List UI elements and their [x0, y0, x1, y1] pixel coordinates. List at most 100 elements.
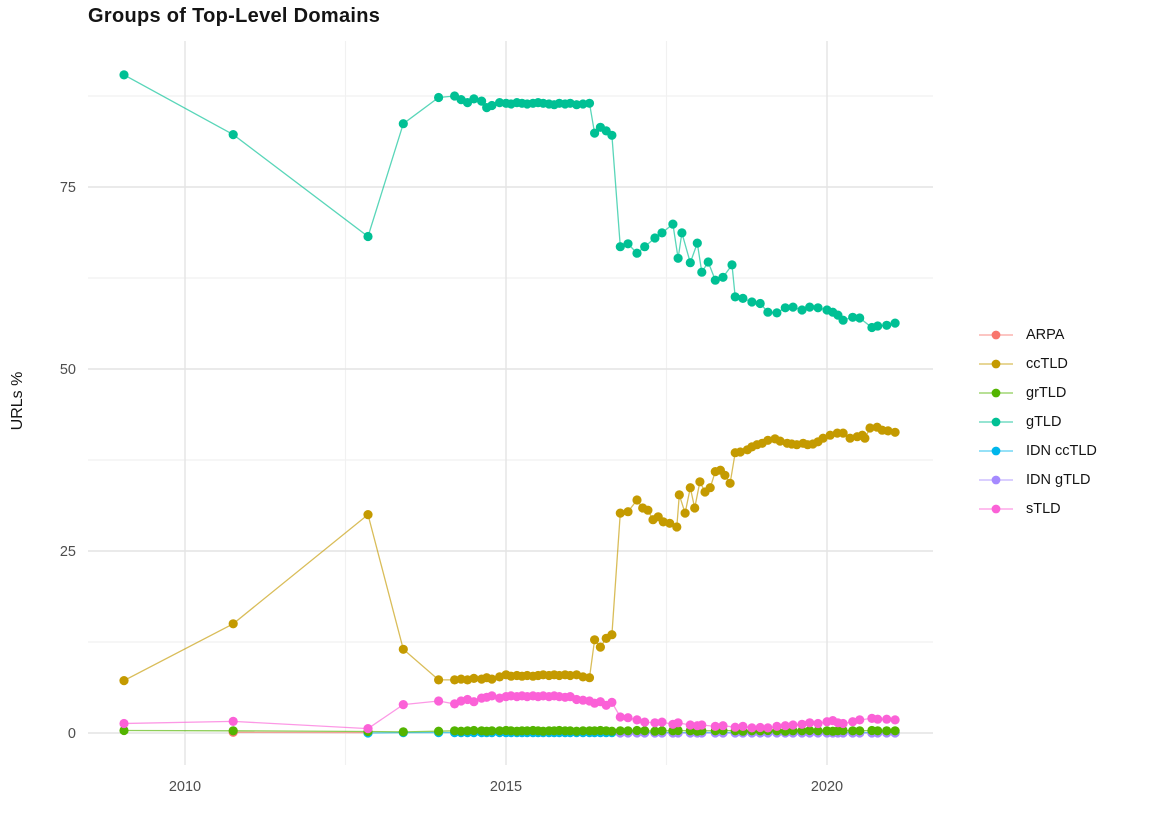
data-point — [657, 726, 667, 736]
data-point — [650, 718, 660, 728]
data-point — [469, 94, 479, 104]
data-point — [890, 318, 900, 328]
data-point — [860, 433, 870, 443]
legend-key-gtld-icon — [979, 417, 1013, 426]
data-point — [668, 219, 678, 229]
legend-key-dot — [991, 417, 1001, 426]
data-point — [632, 248, 642, 258]
legend-key-idn-gtld-icon — [979, 475, 1013, 484]
data-point — [855, 715, 865, 725]
series-gtld-points — [119, 70, 900, 333]
data-point — [450, 726, 460, 736]
data-point — [890, 726, 900, 736]
data-point — [607, 726, 617, 736]
data-point — [623, 239, 633, 249]
data-point — [690, 503, 700, 513]
data-point — [735, 447, 745, 457]
data-point — [228, 619, 238, 629]
data-point — [763, 723, 773, 733]
legend-key-dot — [991, 359, 1001, 368]
data-point — [640, 242, 650, 252]
data-point — [469, 673, 479, 684]
legend-key-cctld-icon — [979, 359, 1013, 368]
data-point — [228, 130, 238, 140]
data-point — [797, 726, 807, 736]
data-point — [685, 483, 695, 493]
data-point — [615, 242, 625, 252]
y-tick-label: 50 — [60, 362, 76, 378]
legend-key-dot — [991, 388, 1001, 397]
data-point — [487, 674, 497, 684]
data-point — [865, 423, 875, 433]
data-point — [805, 725, 815, 736]
data-point — [623, 507, 633, 517]
data-point — [434, 696, 444, 706]
data-point — [780, 303, 790, 313]
data-point — [825, 430, 835, 440]
x-tick-label: 2015 — [490, 779, 522, 795]
data-point — [119, 676, 129, 686]
data-point — [775, 436, 785, 446]
legend: ARPA ccTLD grTLD gTLD IDN ccTLD IDN gTLD… — [978, 320, 1097, 523]
data-point — [487, 100, 497, 111]
data-point — [228, 726, 238, 736]
legend-item-cctld: ccTLD — [978, 349, 1097, 378]
data-point — [692, 238, 702, 248]
data-point — [730, 292, 740, 302]
data-point — [738, 721, 748, 732]
legend-item-gtld: gTLD — [978, 407, 1097, 436]
data-point — [813, 718, 823, 729]
legend-item-idn-cctld: IDN ccTLD — [978, 436, 1097, 465]
legend-key-idn-cctld-icon — [979, 446, 1013, 455]
data-point — [673, 725, 683, 736]
legend-item-stld: sTLD — [978, 494, 1097, 523]
data-point — [855, 726, 865, 736]
legend-label: IDN ccTLD — [1026, 442, 1097, 459]
data-point — [772, 721, 782, 732]
data-point — [665, 518, 675, 528]
data-point — [805, 718, 815, 728]
data-point — [755, 722, 765, 733]
data-point — [725, 478, 735, 488]
data-point — [890, 427, 900, 437]
data-point — [718, 721, 728, 731]
data-point — [434, 92, 444, 103]
data-point — [650, 726, 660, 736]
data-point — [797, 305, 807, 315]
data-point — [434, 675, 444, 685]
data-point — [685, 720, 695, 730]
data-point — [398, 119, 408, 129]
data-point — [469, 697, 479, 707]
data-point — [848, 717, 858, 727]
series-stld-points — [119, 691, 900, 734]
data-point — [747, 723, 757, 733]
legend-key-stld-icon — [979, 504, 1013, 513]
data-point — [590, 128, 600, 138]
data-point — [640, 717, 650, 727]
data-point — [398, 644, 408, 654]
data-point — [607, 697, 617, 708]
data-point — [434, 726, 444, 736]
data-point — [477, 96, 487, 106]
data-point — [673, 718, 683, 728]
data-point — [119, 70, 129, 80]
data-point — [710, 721, 720, 732]
data-point — [632, 715, 642, 725]
data-point — [763, 435, 773, 445]
legend-key-dot — [991, 446, 1001, 455]
legend-key-dot — [991, 330, 1001, 339]
data-point — [650, 233, 660, 243]
legend-label: gTLD — [1026, 413, 1062, 430]
data-point — [838, 428, 848, 438]
data-point — [738, 293, 748, 303]
legend-label: grTLD — [1026, 384, 1067, 401]
data-point — [487, 691, 497, 701]
legend-key-dot — [991, 475, 1001, 484]
data-point — [780, 721, 790, 731]
data-point — [845, 433, 855, 443]
data-point — [685, 258, 695, 268]
data-point — [873, 726, 883, 736]
legend-key-arpa-icon — [979, 330, 1013, 339]
data-point — [697, 267, 707, 277]
